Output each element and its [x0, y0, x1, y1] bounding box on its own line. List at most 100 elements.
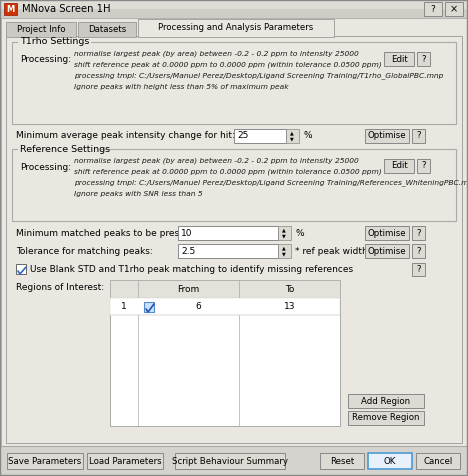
- Text: Edit: Edit: [391, 161, 407, 170]
- Text: 2.5: 2.5: [181, 247, 195, 256]
- Text: OK: OK: [384, 456, 396, 466]
- Text: ▲: ▲: [290, 130, 294, 135]
- Text: Reference Settings: Reference Settings: [20, 145, 110, 153]
- Text: ▼: ▼: [282, 251, 286, 257]
- Bar: [384, 159, 414, 173]
- Text: Processing:: Processing:: [20, 56, 71, 65]
- Bar: [234, 129, 286, 143]
- Text: Load Parameters: Load Parameters: [89, 456, 161, 466]
- Bar: [412, 244, 425, 258]
- Text: Optimise: Optimise: [368, 131, 406, 140]
- Bar: [1, 446, 467, 475]
- Text: M: M: [7, 4, 15, 13]
- Text: processing tmpl: C:/Users/Manuel Perez/Desktop/Ligand Screening Training/T1rho_G: processing tmpl: C:/Users/Manuel Perez/D…: [74, 72, 443, 79]
- Text: processing tmpl: C:/Users/Manuel Perez/Desktop/Ligand Screening Training/Referen: processing tmpl: C:/Users/Manuel Perez/D…: [74, 179, 468, 187]
- Bar: [178, 226, 278, 240]
- Text: ?: ?: [416, 247, 421, 256]
- Text: Cancel: Cancel: [424, 456, 453, 466]
- Text: To: To: [285, 285, 294, 294]
- Bar: [144, 302, 154, 312]
- Bar: [0, 0, 468, 9]
- Bar: [445, 2, 463, 16]
- Text: ?: ?: [416, 265, 421, 274]
- Text: normalise largest peak (by area) between -0.2 - 0.2 ppm to intensity 25000: normalise largest peak (by area) between…: [74, 158, 359, 164]
- Bar: [78, 22, 136, 37]
- Bar: [18, 38, 91, 46]
- Bar: [278, 244, 291, 258]
- Text: Script Behaviour Summary: Script Behaviour Summary: [172, 456, 288, 466]
- Bar: [16, 264, 26, 274]
- Text: ▼: ▼: [282, 234, 286, 238]
- Text: Add Region: Add Region: [361, 397, 410, 406]
- Text: %: %: [295, 228, 304, 238]
- Bar: [365, 129, 409, 143]
- Text: Minimum matched peaks to be present:: Minimum matched peaks to be present:: [16, 228, 197, 238]
- Text: Ignore peaks with height less than 5% of maximum peak: Ignore peaks with height less than 5% of…: [74, 84, 289, 90]
- Text: Use Blank STD and T1rho peak matching to identify missing references: Use Blank STD and T1rho peak matching to…: [30, 265, 353, 274]
- Bar: [110, 280, 340, 426]
- Bar: [138, 19, 334, 37]
- Text: ?: ?: [431, 4, 435, 13]
- Bar: [412, 226, 425, 240]
- Text: %: %: [303, 131, 312, 140]
- Text: 10: 10: [181, 228, 192, 238]
- Text: Save Parameters: Save Parameters: [8, 456, 81, 466]
- Bar: [365, 244, 409, 258]
- Text: ?: ?: [416, 228, 421, 238]
- Bar: [18, 145, 101, 153]
- Text: Minimum average peak intensity change for hit:: Minimum average peak intensity change fo…: [16, 131, 235, 140]
- Bar: [424, 2, 442, 16]
- Bar: [384, 52, 414, 66]
- Text: Optimise: Optimise: [368, 228, 406, 238]
- Text: 13: 13: [284, 302, 295, 311]
- Text: From: From: [177, 285, 200, 294]
- Text: ?: ?: [416, 131, 421, 140]
- Text: T1rho Settings: T1rho Settings: [20, 38, 89, 47]
- Text: ▲: ▲: [282, 245, 286, 250]
- Text: Reset: Reset: [330, 456, 354, 466]
- Bar: [0, 9, 468, 18]
- Text: shift reference peak at 0.0000 ppm to 0.0000 ppm (within tolerance 0.0500 ppm): shift reference peak at 0.0000 ppm to 0.…: [74, 62, 381, 68]
- Bar: [87, 453, 163, 469]
- Text: * ref peak width: * ref peak width: [295, 247, 368, 256]
- Text: Edit: Edit: [391, 54, 407, 63]
- Text: ?: ?: [421, 161, 426, 170]
- Text: Project Info: Project Info: [17, 25, 65, 34]
- Bar: [110, 280, 340, 298]
- Bar: [286, 129, 299, 143]
- Text: Regions of Interest:: Regions of Interest:: [16, 282, 104, 291]
- Bar: [348, 411, 424, 425]
- Text: Tolerance for matching peaks:: Tolerance for matching peaks:: [16, 247, 153, 256]
- Bar: [348, 394, 424, 408]
- Bar: [6, 22, 76, 37]
- Bar: [365, 226, 409, 240]
- Text: Ignore peaks with SNR less than 5: Ignore peaks with SNR less than 5: [74, 191, 203, 197]
- Bar: [12, 42, 456, 124]
- Text: ×: ×: [450, 4, 458, 14]
- Text: 6: 6: [196, 302, 201, 311]
- Bar: [6, 36, 462, 443]
- Bar: [178, 244, 278, 258]
- Bar: [417, 52, 430, 66]
- Bar: [368, 453, 412, 469]
- Bar: [278, 226, 291, 240]
- Bar: [412, 263, 425, 276]
- Bar: [412, 129, 425, 143]
- Text: MNova Screen 1H: MNova Screen 1H: [22, 4, 110, 14]
- Text: ?: ?: [421, 54, 426, 63]
- Text: Processing and Analysis Parameters: Processing and Analysis Parameters: [158, 23, 314, 32]
- Bar: [175, 453, 285, 469]
- Text: Remove Region: Remove Region: [352, 414, 420, 423]
- Text: Datasets: Datasets: [88, 25, 126, 34]
- Bar: [110, 298, 340, 315]
- Text: Optimise: Optimise: [368, 247, 406, 256]
- Bar: [12, 149, 456, 221]
- Text: ▼: ▼: [290, 137, 294, 141]
- Text: Processing:: Processing:: [20, 162, 71, 171]
- Text: normalise largest peak (by area) between -0.2 - 0.2 ppm to intensity 25000: normalise largest peak (by area) between…: [74, 51, 359, 57]
- Bar: [0, 0, 468, 18]
- Bar: [4, 3, 17, 15]
- Text: shift reference peak at 0.0000 ppm to 0.0000 ppm (within tolerance 0.0500 ppm): shift reference peak at 0.0000 ppm to 0.…: [74, 169, 381, 175]
- Bar: [7, 453, 83, 469]
- Bar: [416, 453, 460, 469]
